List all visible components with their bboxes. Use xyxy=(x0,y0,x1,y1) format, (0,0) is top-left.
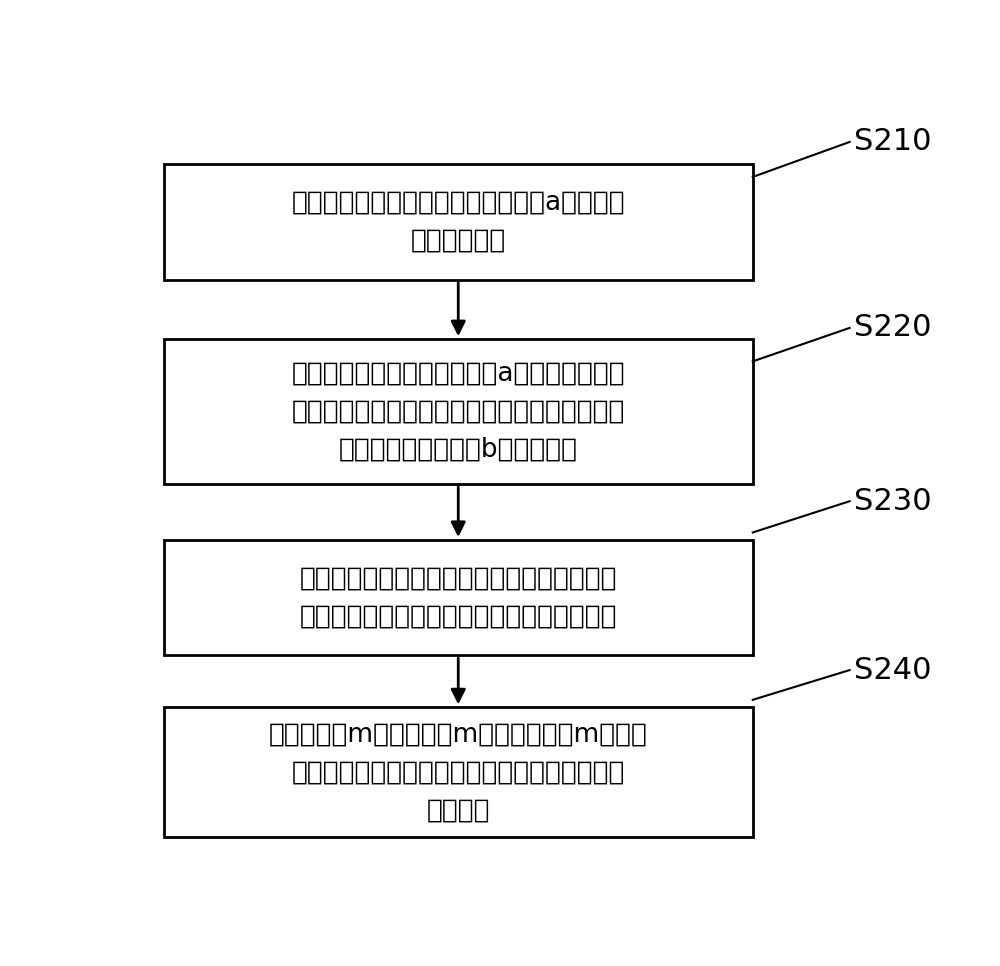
FancyBboxPatch shape xyxy=(164,707,753,838)
Text: S240: S240 xyxy=(854,656,931,685)
Text: S230: S230 xyxy=(854,487,931,516)
FancyBboxPatch shape xyxy=(164,339,753,484)
Text: S210: S210 xyxy=(854,128,931,156)
FancyBboxPatch shape xyxy=(164,164,753,279)
Text: 在每个目标子时段监控网络接入线路的实际流
量，得到针对每个目标子时段的一组实际流量: 在每个目标子时段监控网络接入线路的实际流 量，得到针对每个目标子时段的一组实际流… xyxy=(300,565,617,630)
Text: 在根据针对m个子时段的m组实际流量和m组流量
阈值确定网络接入线路存在异常的情况下，产生
告警信息: 在根据针对m个子时段的m组实际流量和m组流量 阈值确定网络接入线路存在异常的情况… xyxy=(269,722,648,823)
FancyBboxPatch shape xyxy=(164,540,753,655)
Text: 获取网络接入线路在针对目标时段的a个历史时
段的历史流量: 获取网络接入线路在针对目标时段的a个历史时 段的历史流量 xyxy=(291,190,625,254)
Text: 根据与每个目标子时段对应的a个历史子时段的
历史流量，确定网络接入线路针对每个目标子时
段的流量阈值，得到b组流量阈值: 根据与每个目标子时段对应的a个历史子时段的 历史流量，确定网络接入线路针对每个目… xyxy=(291,360,625,463)
Text: S220: S220 xyxy=(854,313,931,342)
